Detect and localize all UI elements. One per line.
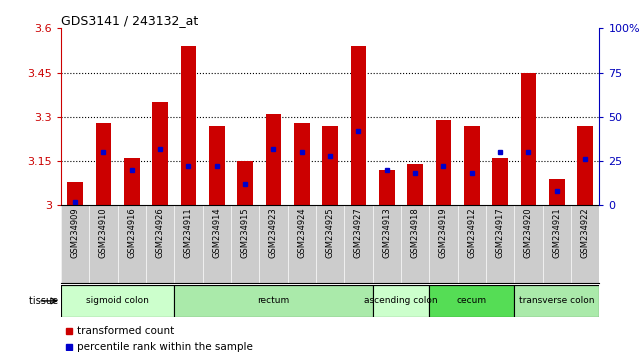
Bar [209, 126, 224, 205]
Text: GSM234924: GSM234924 [297, 208, 306, 258]
Bar [464, 126, 479, 205]
Text: sigmoid colon: sigmoid colon [86, 296, 149, 306]
Bar [265, 114, 281, 205]
Text: GSM234921: GSM234921 [553, 208, 562, 258]
Text: GSM234925: GSM234925 [326, 208, 335, 258]
Bar [492, 158, 508, 205]
Bar [67, 182, 83, 205]
Text: GSM234927: GSM234927 [354, 208, 363, 258]
Bar [379, 170, 395, 205]
Text: GSM234926: GSM234926 [156, 208, 165, 258]
Bar [181, 46, 196, 205]
Bar [322, 126, 338, 205]
Text: rectum: rectum [257, 296, 290, 306]
Text: GSM234914: GSM234914 [212, 208, 221, 258]
Bar [578, 126, 593, 205]
Bar [520, 73, 537, 205]
Bar [407, 164, 423, 205]
Text: GSM234913: GSM234913 [382, 208, 391, 258]
Bar [96, 123, 111, 205]
Text: GSM234920: GSM234920 [524, 208, 533, 258]
Bar [429, 285, 514, 317]
Text: percentile rank within the sample: percentile rank within the sample [77, 342, 253, 353]
Bar [514, 285, 599, 317]
Bar [61, 285, 174, 317]
Text: GSM234910: GSM234910 [99, 208, 108, 258]
Bar [124, 158, 140, 205]
Text: GSM234912: GSM234912 [467, 208, 476, 258]
Text: GSM234923: GSM234923 [269, 208, 278, 258]
Text: GDS3141 / 243132_at: GDS3141 / 243132_at [61, 14, 198, 27]
Bar [174, 285, 372, 317]
Text: GSM234917: GSM234917 [495, 208, 504, 258]
Text: GSM234915: GSM234915 [240, 208, 249, 258]
Text: GSM234919: GSM234919 [439, 208, 448, 258]
Text: GSM234922: GSM234922 [581, 208, 590, 258]
Bar [549, 179, 565, 205]
Bar [237, 161, 253, 205]
Text: ascending colon: ascending colon [364, 296, 438, 306]
Text: GSM234909: GSM234909 [71, 208, 79, 258]
Bar [436, 120, 451, 205]
Text: GSM234911: GSM234911 [184, 208, 193, 258]
Bar [153, 102, 168, 205]
Text: GSM234918: GSM234918 [411, 208, 420, 258]
Bar [372, 285, 429, 317]
Text: transverse colon: transverse colon [519, 296, 595, 306]
Text: cecum: cecum [457, 296, 487, 306]
Bar [294, 123, 310, 205]
Text: tissue: tissue [29, 296, 61, 306]
Bar [351, 46, 366, 205]
Text: GSM234916: GSM234916 [128, 208, 137, 258]
Text: transformed count: transformed count [77, 326, 174, 336]
